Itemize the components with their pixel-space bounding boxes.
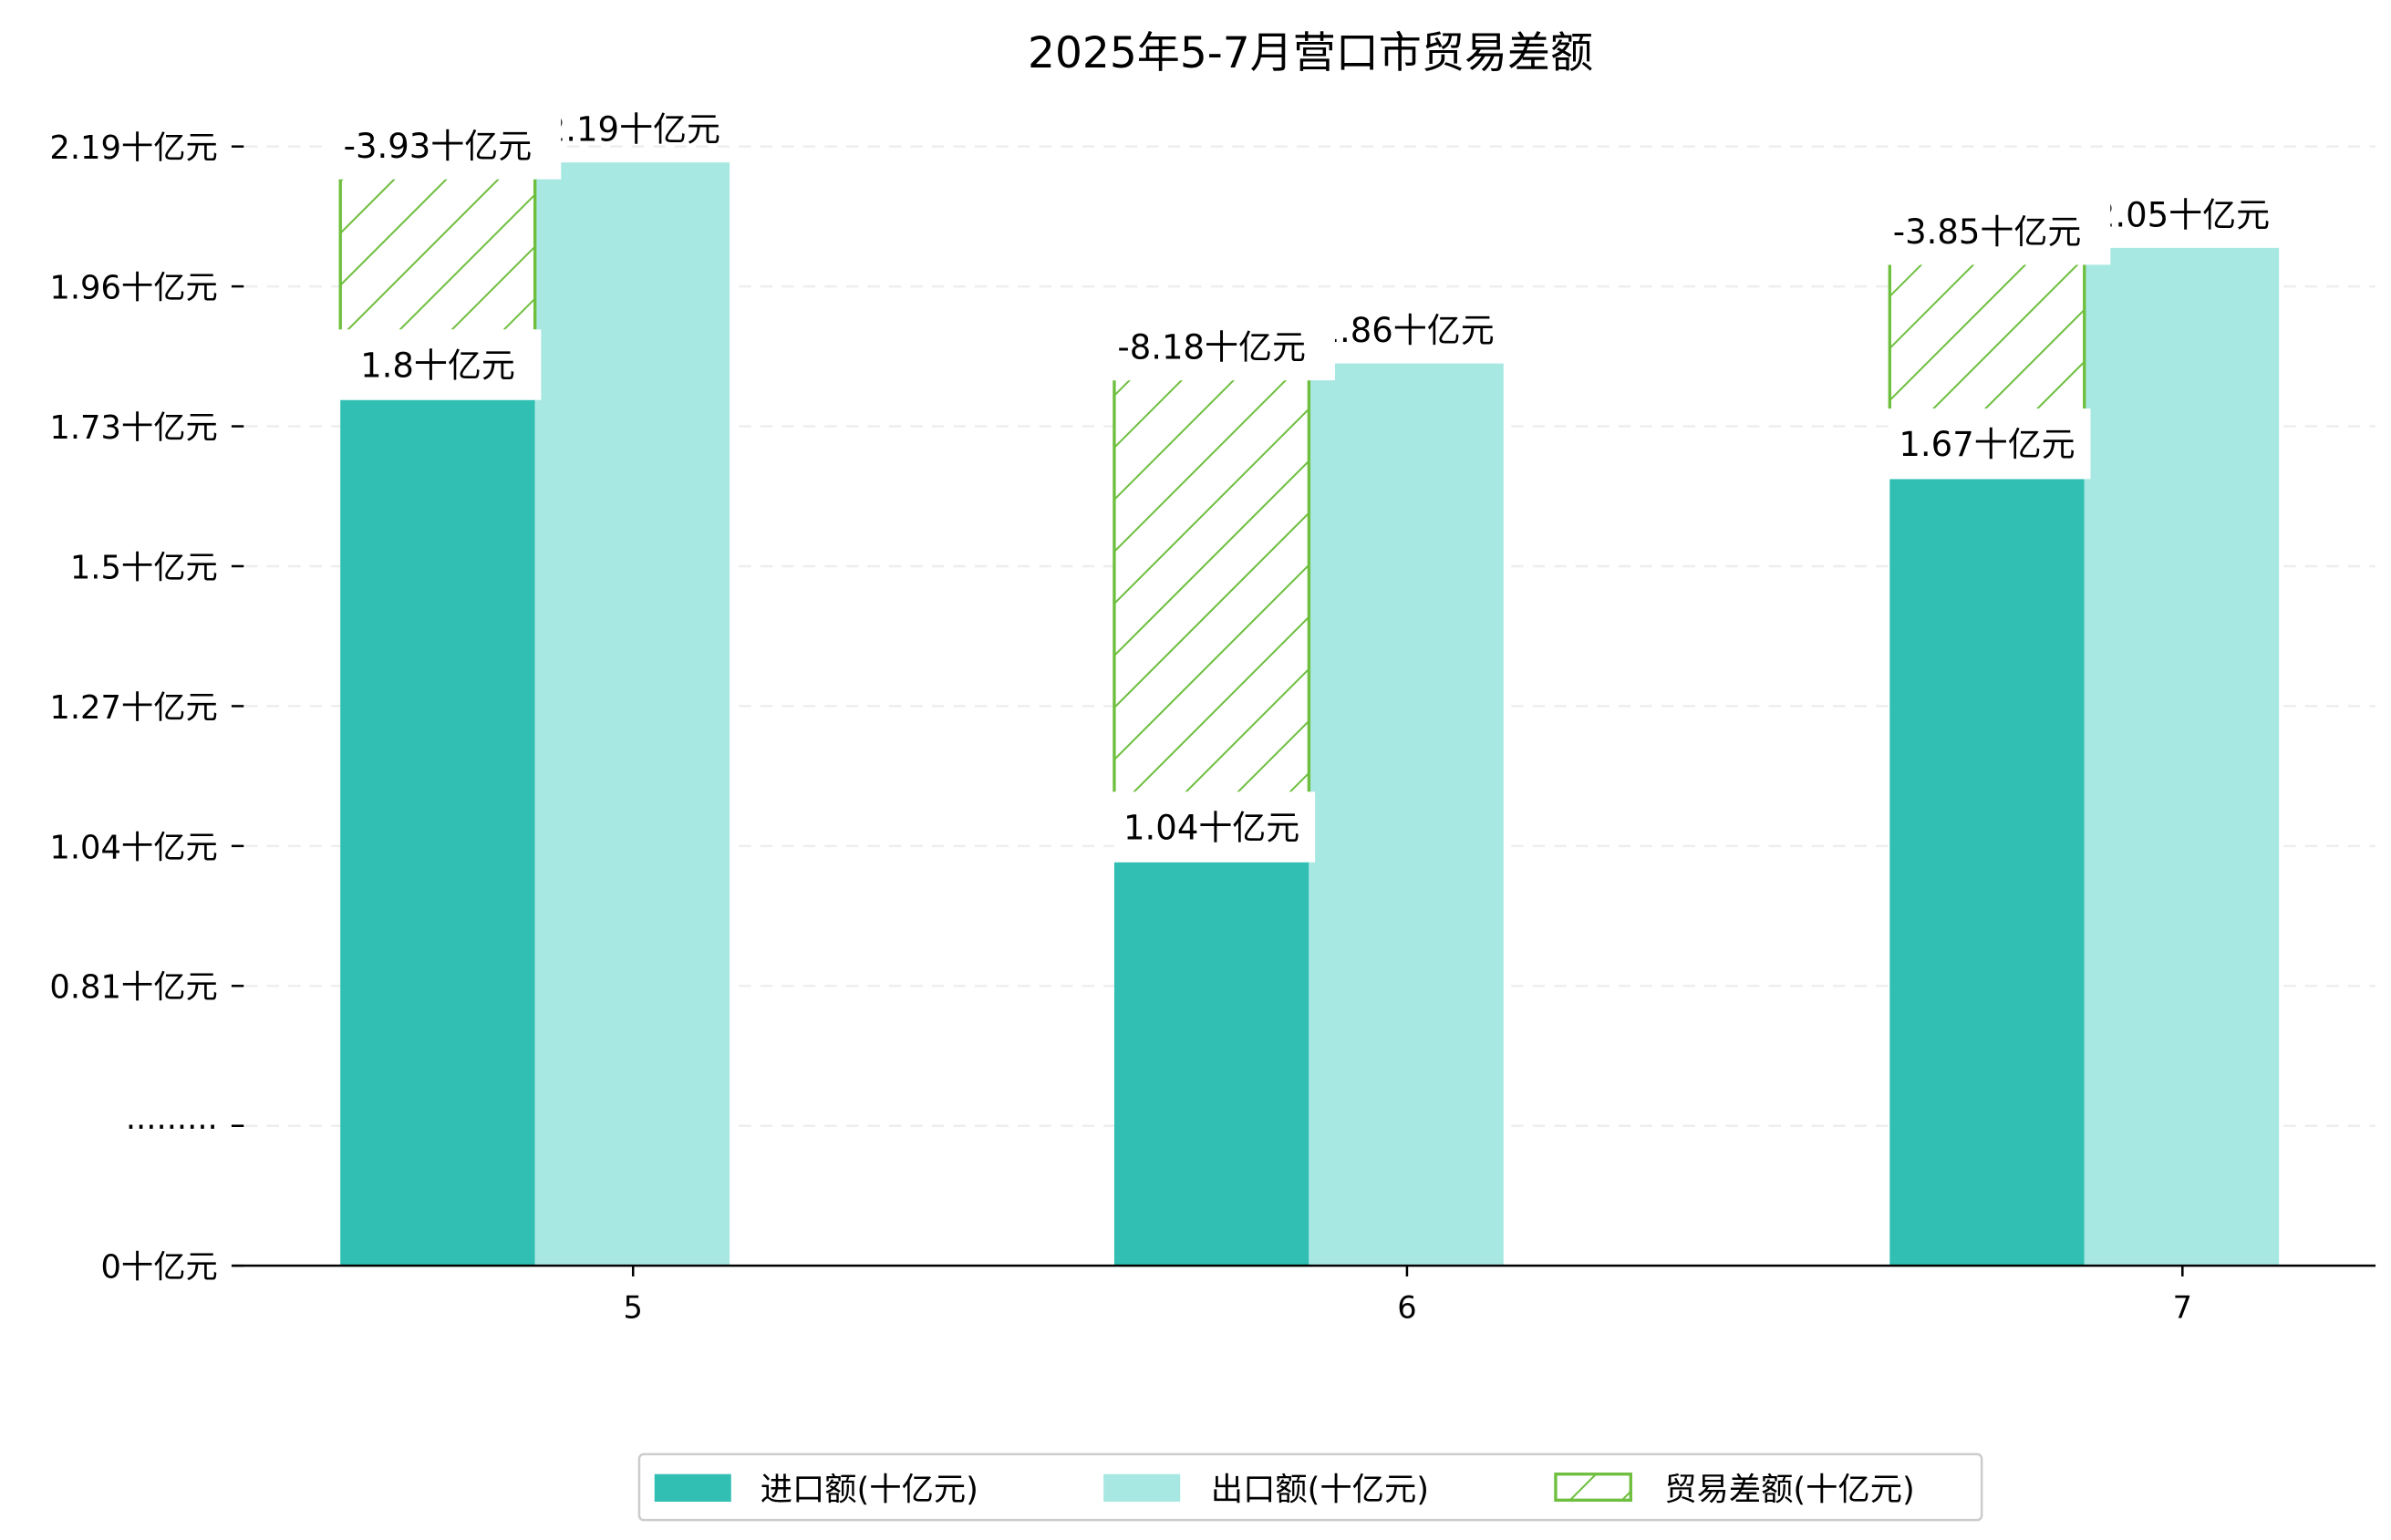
y-tick-label: 1.5十亿元: [70, 549, 218, 586]
import-data-label: 1.8十亿元: [360, 346, 515, 385]
balance-data-label: -3.93十亿元: [344, 127, 533, 166]
balance-bar: [1889, 264, 2085, 409]
import-data-label: 1.04十亿元: [1123, 808, 1299, 847]
export-data-label: 2.19十亿元: [544, 110, 720, 150]
y-tick-label: 1.04十亿元: [49, 829, 217, 866]
export-bar: [1309, 363, 1504, 1266]
export-data-label: 1.86十亿元: [1318, 311, 1494, 350]
y-tick-label: ·········: [126, 1109, 218, 1146]
legend: 进口额(十亿元) 出口额(十亿元) 贸易差额(十亿元): [637, 1452, 1983, 1522]
balance-label-box: [1099, 315, 1335, 381]
legend-swatch: [1103, 1473, 1181, 1502]
y-tick-label: 0十亿元: [100, 1249, 217, 1287]
y-tick-label: 2.19十亿元: [49, 129, 217, 167]
legend-swatch-balance: [1554, 1473, 1632, 1502]
y-tick-label: 1.27十亿元: [49, 689, 217, 727]
balance-bar: [1113, 380, 1309, 792]
export-bar: [534, 162, 730, 1266]
import-label-box: [1113, 791, 1316, 863]
import-data-label: 1.67十亿元: [1899, 425, 2075, 464]
import-bar: [1113, 862, 1309, 1266]
legend-swatch: [654, 1473, 731, 1502]
legend-label: 贸易差额(十亿元): [1664, 1471, 1915, 1508]
x-tick-label: 6: [1397, 1289, 1416, 1325]
legend-frame: [637, 1452, 1983, 1522]
balance-bar: [340, 179, 535, 330]
balance-label-box: [1874, 200, 2111, 265]
legend-label: 进口额(十亿元): [761, 1471, 978, 1508]
import-label-box: [340, 329, 542, 400]
balance-data-label: -3.85十亿元: [1893, 212, 2082, 252]
import-label-box: [1889, 408, 2091, 480]
chart-title: 2025年5-7月营口市贸易差额: [1028, 28, 1593, 78]
x-tick-label: 7: [2173, 1289, 2192, 1325]
export-data-label: 2.05十亿元: [2094, 195, 2270, 234]
y-tick-label: 1.96十亿元: [49, 270, 217, 307]
export-bar: [2084, 247, 2280, 1266]
balance-label-box: [325, 115, 562, 180]
y-tick-label: 1.73十亿元: [49, 409, 217, 447]
legend-label: 出口额(十亿元): [1211, 1471, 1429, 1508]
import-bar: [1889, 479, 2085, 1266]
x-tick-label: 5: [624, 1289, 643, 1325]
balance-data-label: -8.18十亿元: [1117, 328, 1306, 367]
y-tick-label: 0.81十亿元: [49, 969, 217, 1007]
import-bar: [340, 399, 535, 1266]
